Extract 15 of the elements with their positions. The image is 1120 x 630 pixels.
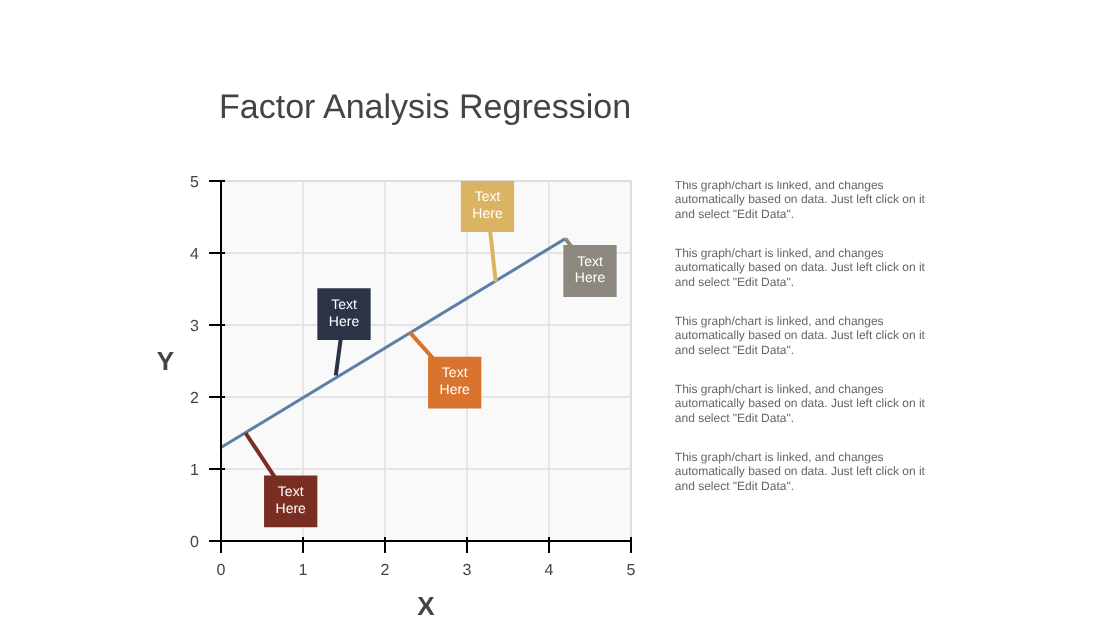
x-tick-label: 2 bbox=[380, 561, 391, 579]
y-tick-label: 3 bbox=[190, 317, 201, 335]
x-tick-label: 4 bbox=[544, 561, 555, 579]
y-axis-title: Y bbox=[156, 346, 175, 376]
x-tick-label: 5 bbox=[626, 561, 637, 579]
chart-title: Factor Analysis Regression bbox=[219, 88, 632, 126]
x-tick-label: 0 bbox=[216, 561, 227, 579]
y-tick-label: 5 bbox=[190, 173, 201, 191]
x-tick-label: 1 bbox=[298, 561, 309, 579]
y-tick-label: 1 bbox=[190, 461, 201, 479]
x-axis-title: X bbox=[417, 591, 436, 621]
y-tick-label: 0 bbox=[190, 533, 201, 551]
x-tick-label: 3 bbox=[462, 561, 473, 579]
y-tick-label: 2 bbox=[190, 389, 201, 407]
y-tick-label: 4 bbox=[190, 245, 201, 263]
